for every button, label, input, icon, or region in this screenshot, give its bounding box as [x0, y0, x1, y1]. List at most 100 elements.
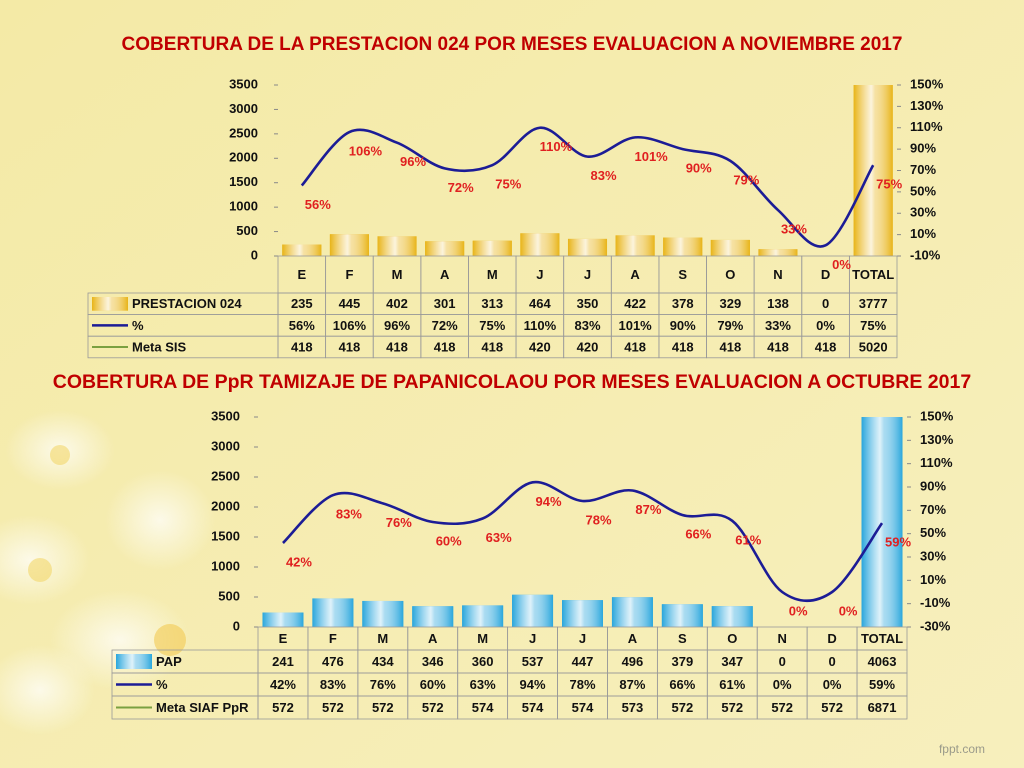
- table-value: 572: [721, 700, 743, 715]
- data-label: 75%: [495, 177, 521, 192]
- table-value: 6871: [868, 700, 897, 715]
- table-value: 574: [572, 700, 594, 715]
- y2-tick-label: 30%: [910, 205, 936, 220]
- x-tick-label: O: [725, 267, 735, 282]
- daisy-decoration: [0, 410, 215, 735]
- watermark: fppt.com: [939, 742, 985, 756]
- data-label: 72%: [448, 180, 474, 195]
- data-label: 66%: [685, 526, 711, 541]
- data-label: 56%: [305, 197, 331, 212]
- data-label: 59%: [885, 535, 911, 550]
- line: [300, 126, 875, 248]
- table-value: 476: [322, 654, 344, 669]
- table-value: 0: [822, 296, 829, 311]
- y2-tick-label: 110%: [910, 119, 943, 134]
- data-label: 83%: [590, 168, 616, 183]
- data-label: 42%: [286, 554, 312, 569]
- legend-swatch-shine: [92, 297, 128, 311]
- legend-label: PRESTACION 024: [132, 296, 242, 311]
- legend-label: PAP: [156, 654, 182, 669]
- y-tick-label: 3500: [211, 408, 240, 423]
- y2-tick-label: 50%: [910, 183, 936, 198]
- table-value: 76%: [370, 677, 396, 692]
- x-tick-label: E: [279, 631, 288, 646]
- x-tick-label: M: [377, 631, 388, 646]
- table-value: 447: [572, 654, 594, 669]
- table-value: 33%: [765, 318, 791, 333]
- table-value: 574: [472, 700, 494, 715]
- x-tick-label: A: [630, 267, 640, 282]
- y2-tick-label: 70%: [920, 502, 946, 517]
- table-value: 42%: [270, 677, 296, 692]
- bar-shine: [282, 244, 322, 256]
- y2-tick-label: 90%: [910, 141, 936, 156]
- data-label: 61%: [735, 532, 761, 547]
- x-tick-label: A: [428, 631, 438, 646]
- table-value: 418: [434, 339, 456, 354]
- data-label: 101%: [634, 149, 668, 164]
- data-label: 0%: [839, 603, 858, 618]
- chart-title: COBERTURA DE LA PRESTACION 024 POR MESES…: [122, 34, 903, 55]
- x-tick-label: J: [584, 267, 591, 282]
- table-value: 138: [767, 296, 789, 311]
- data-label: 0%: [832, 257, 851, 272]
- table-value: 0%: [816, 318, 835, 333]
- x-tick-label: TOTAL: [852, 267, 894, 282]
- bar-shine: [853, 85, 893, 256]
- x-tick-label: E: [297, 267, 306, 282]
- legend-label: %: [132, 318, 144, 333]
- y-tick-label: 2000: [229, 150, 258, 165]
- table-value: 418: [815, 339, 837, 354]
- y-tick-label: 1000: [211, 558, 240, 573]
- y-tick-label: 1500: [211, 528, 240, 543]
- table-value: 420: [577, 339, 599, 354]
- table-value: 572: [821, 700, 843, 715]
- table-value: 572: [272, 700, 294, 715]
- data-label: 110%: [540, 139, 573, 154]
- y-tick-label: 500: [236, 223, 258, 238]
- y2-tick-label: 10%: [920, 572, 946, 587]
- bar-shine: [567, 238, 608, 256]
- y-tick-label: 2500: [211, 468, 240, 483]
- table-value: 56%: [289, 318, 315, 333]
- y-tick-label: 2500: [229, 125, 258, 140]
- table-value: 83%: [320, 677, 346, 692]
- table-value: 101%: [618, 318, 652, 333]
- bar-shine: [710, 239, 750, 256]
- y-tick-label: 1500: [229, 174, 258, 189]
- x-tick-label: M: [477, 631, 488, 646]
- bar-shine: [462, 605, 504, 627]
- data-label: 87%: [635, 502, 661, 517]
- y-tick-label: 1000: [229, 199, 258, 214]
- x-tick-label: F: [345, 267, 353, 282]
- table-value: 83%: [574, 318, 600, 333]
- data-label: 83%: [336, 507, 362, 522]
- y2-tick-label: 150%: [910, 76, 944, 91]
- table-value: 379: [671, 654, 693, 669]
- table-value: 0: [779, 654, 786, 669]
- table-value: 346: [422, 654, 444, 669]
- bar-shine: [329, 234, 369, 256]
- y2-tick-label: 130%: [920, 432, 954, 447]
- table-value: 418: [719, 339, 741, 354]
- legend-label: %: [156, 677, 168, 692]
- bar-shine: [262, 612, 304, 627]
- table-cell: [848, 335, 898, 359]
- table-value: 378: [672, 296, 694, 311]
- table-value: 75%: [479, 318, 505, 333]
- bar-shine: [615, 235, 655, 256]
- legend-swatch-shine: [116, 654, 152, 669]
- table-value: 0%: [773, 677, 792, 692]
- bar-shine: [663, 237, 703, 256]
- table-value: 78%: [569, 677, 595, 692]
- data-label: 75%: [876, 177, 902, 192]
- table-value: 572: [422, 700, 444, 715]
- table-value: 496: [622, 654, 644, 669]
- x-tick-label: M: [487, 267, 498, 282]
- plot: [262, 417, 903, 627]
- y2-tick-label: 90%: [920, 478, 946, 493]
- data-label: 79%: [733, 172, 759, 187]
- y2-tick-label: 130%: [910, 98, 944, 113]
- bar-shine: [661, 604, 703, 627]
